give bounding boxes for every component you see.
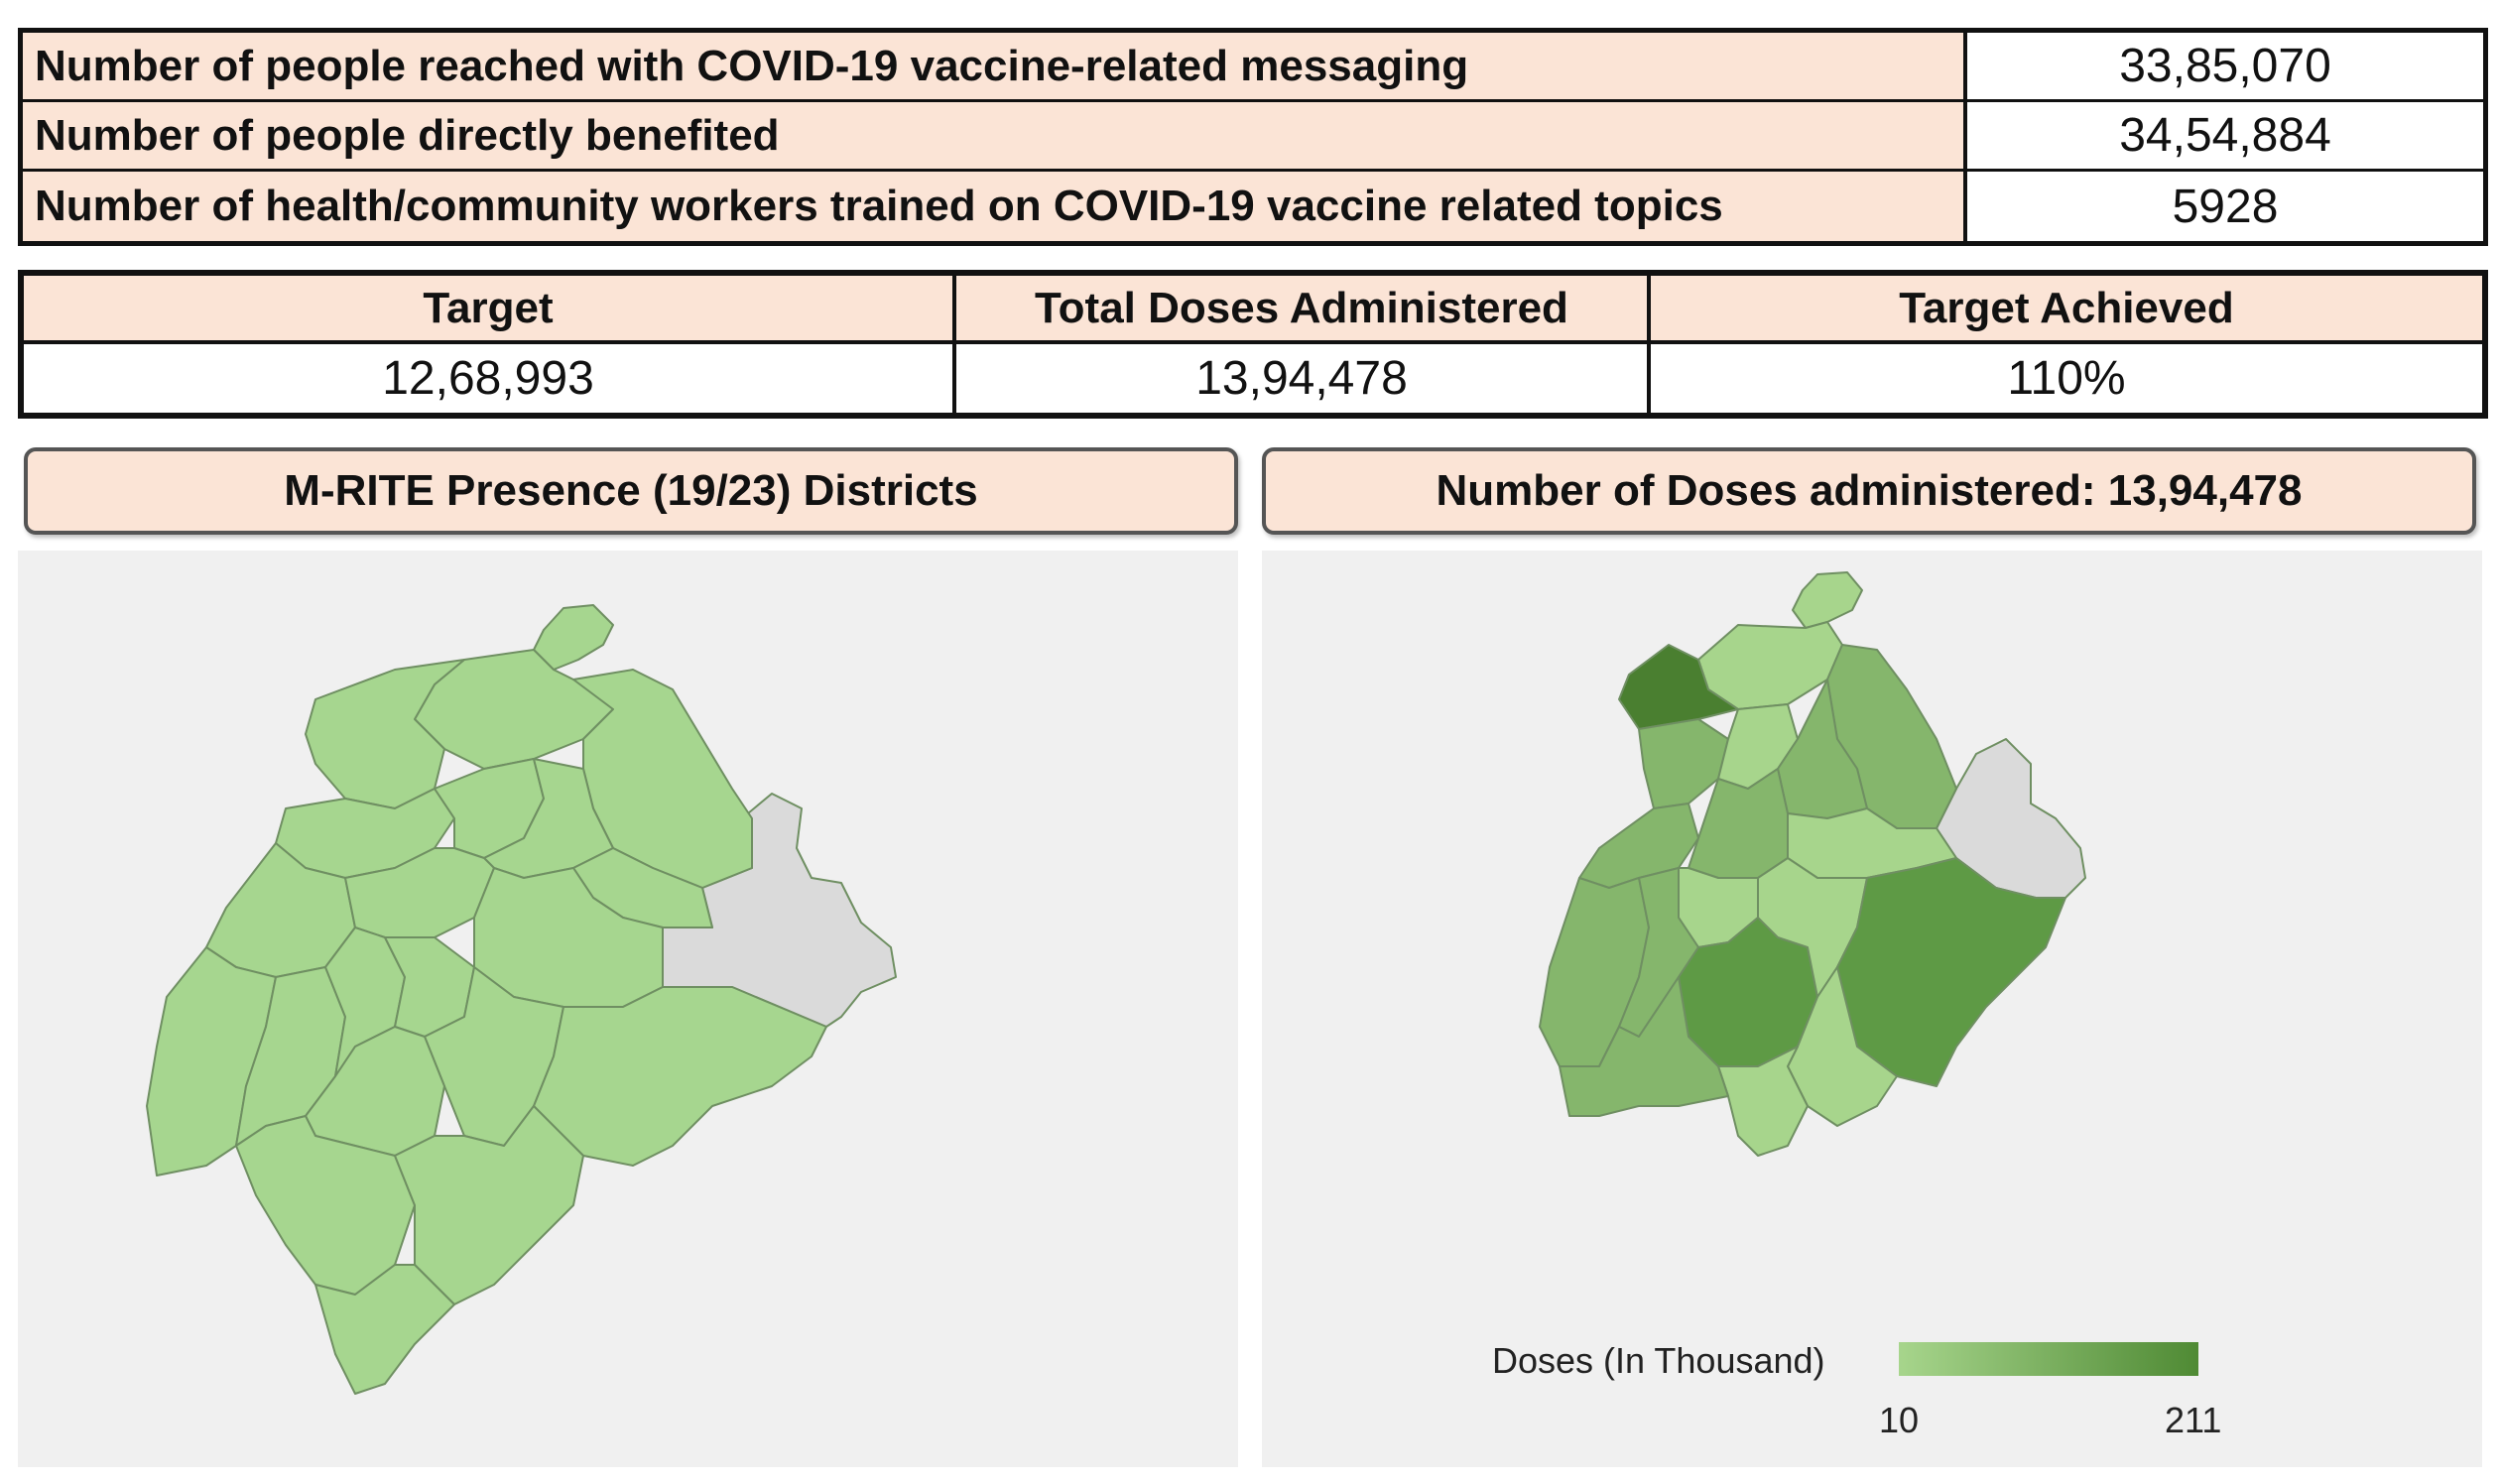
target-table: Target Total Doses Administered Target A… bbox=[18, 270, 2488, 419]
presence-panel-title: M-RITE Presence (19/23) Districts bbox=[24, 447, 1238, 535]
district-south-tip bbox=[314, 1264, 455, 1395]
presence-map bbox=[18, 551, 1238, 1467]
header-total-doses: Total Doses Administered bbox=[956, 276, 1651, 344]
doses-panel-title: Number of Doses administered: 13,94,478 bbox=[1262, 447, 2476, 535]
district-amritsar bbox=[305, 659, 465, 809]
district-mansa-doses bbox=[1717, 1046, 1809, 1157]
district-pathankot-doses bbox=[1792, 571, 1863, 629]
doses-map: Doses (In Thousand) 10 211 bbox=[1262, 551, 2482, 1467]
stats-table: Number of people reached with COVID-19 v… bbox=[18, 28, 2488, 246]
stat-value-reached: 33,85,070 bbox=[1967, 33, 2483, 102]
stat-label-reached: Number of people reached with COVID-19 v… bbox=[23, 33, 1967, 102]
header-target-achieved: Target Achieved bbox=[1651, 276, 2482, 344]
value-target: 12,68,993 bbox=[24, 344, 956, 413]
value-total-doses: 13,94,478 bbox=[956, 344, 1651, 413]
value-target-achieved: 110% bbox=[1651, 344, 2482, 413]
stat-value-benefited: 34,54,884 bbox=[1967, 102, 2483, 172]
header-target: Target bbox=[24, 276, 956, 344]
doses-map-svg bbox=[1539, 571, 2086, 1157]
stat-value-trained: 5928 bbox=[1967, 172, 2483, 241]
stat-label-trained: Number of health/community workers train… bbox=[23, 172, 1967, 241]
presence-map-svg bbox=[146, 604, 897, 1395]
district-pathankot bbox=[533, 604, 614, 671]
legend-title: Doses (In Thousand) bbox=[1492, 1340, 1825, 1381]
district-sirhind-doses bbox=[1559, 976, 1729, 1117]
legend-max-label: 211 bbox=[2165, 1400, 2222, 1440]
legend-gradient-bar bbox=[1899, 1342, 2198, 1376]
district-patiala bbox=[533, 986, 827, 1167]
stat-label-benefited: Number of people directly benefited bbox=[23, 102, 1967, 172]
district-amritsar-doses bbox=[1618, 644, 1739, 730]
legend-min-label: 10 bbox=[1879, 1400, 1920, 1440]
